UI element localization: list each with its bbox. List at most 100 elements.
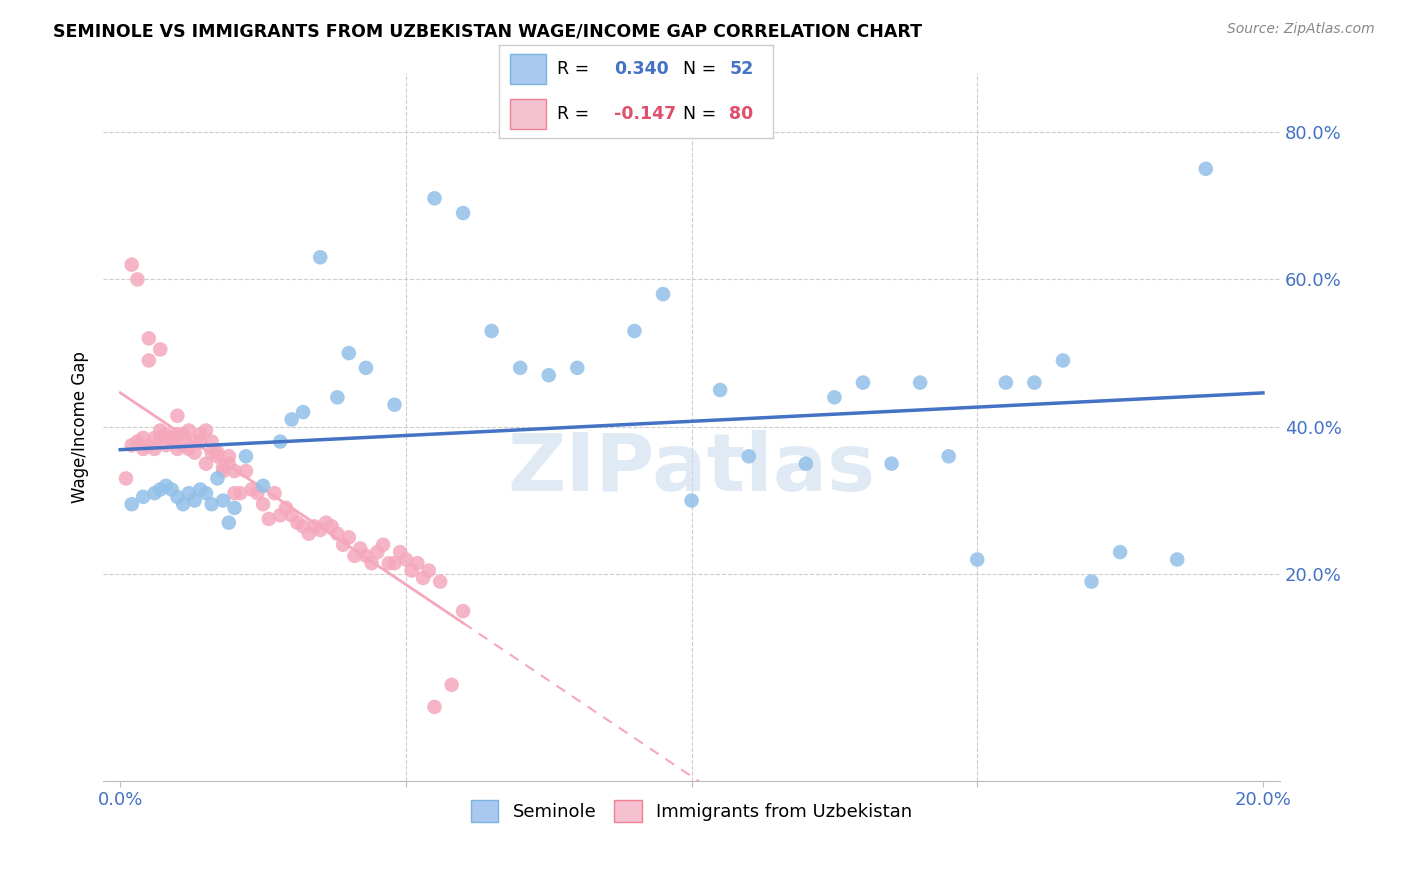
Point: [280, 508, 302, 523]
Point: [121, 497, 143, 511]
Point: [623, 324, 645, 338]
Point: [332, 538, 354, 552]
Text: N =: N =: [672, 60, 721, 78]
Text: N =: N =: [672, 105, 721, 123]
Point: [337, 530, 360, 544]
Point: [183, 445, 205, 459]
Point: [823, 390, 845, 404]
Point: [194, 486, 217, 500]
Point: [194, 457, 217, 471]
Point: [257, 512, 280, 526]
Point: [212, 464, 235, 478]
Point: [908, 376, 931, 390]
Point: [412, 571, 434, 585]
Point: [240, 483, 263, 497]
Point: [201, 445, 224, 459]
Point: [880, 457, 903, 471]
Point: [652, 287, 675, 301]
Point: [292, 405, 315, 419]
Point: [994, 376, 1017, 390]
Point: [343, 549, 366, 563]
Point: [451, 206, 474, 220]
Point: [166, 409, 188, 423]
Point: [194, 424, 217, 438]
Point: [1052, 353, 1074, 368]
Point: [218, 516, 240, 530]
Point: [378, 556, 401, 570]
Point: [224, 486, 246, 500]
Point: [235, 450, 257, 464]
Point: [326, 390, 349, 404]
Point: [709, 383, 731, 397]
Point: [451, 604, 474, 618]
Point: [360, 556, 382, 570]
Point: [207, 445, 229, 459]
Text: -0.147: -0.147: [614, 105, 676, 123]
Point: [224, 500, 246, 515]
Point: [321, 519, 343, 533]
Point: [183, 493, 205, 508]
Point: [155, 438, 177, 452]
Point: [852, 376, 875, 390]
Point: [292, 519, 315, 533]
Point: [738, 450, 761, 464]
Bar: [510, 99, 546, 129]
Point: [401, 564, 423, 578]
Point: [423, 700, 446, 714]
Point: [235, 464, 257, 478]
Point: [127, 272, 149, 286]
Point: [207, 471, 229, 485]
Point: [177, 424, 200, 438]
Point: [252, 479, 274, 493]
Point: [121, 438, 143, 452]
Point: [160, 431, 183, 445]
Point: [274, 500, 297, 515]
Point: [1024, 376, 1046, 390]
Point: [207, 450, 229, 464]
Point: [229, 486, 252, 500]
Legend: Seminole, Immigrants from Uzbekistan: Seminole, Immigrants from Uzbekistan: [464, 793, 920, 830]
Point: [138, 438, 160, 452]
Text: 0.340: 0.340: [614, 60, 669, 78]
Point: [389, 545, 412, 559]
Point: [177, 486, 200, 500]
Point: [304, 519, 326, 533]
Point: [537, 368, 560, 383]
Bar: [510, 54, 546, 84]
Point: [326, 526, 349, 541]
Point: [149, 431, 172, 445]
Point: [212, 493, 235, 508]
Point: [681, 493, 703, 508]
Point: [349, 541, 371, 556]
Point: [143, 431, 166, 445]
Point: [160, 434, 183, 449]
Point: [337, 346, 360, 360]
Point: [384, 398, 406, 412]
Point: [166, 490, 188, 504]
Point: [269, 508, 291, 523]
Point: [1195, 161, 1218, 176]
Point: [212, 460, 235, 475]
Point: [315, 516, 337, 530]
Point: [395, 552, 418, 566]
Point: [188, 427, 211, 442]
Point: [177, 442, 200, 456]
Point: [246, 486, 269, 500]
Text: ZIPatlas: ZIPatlas: [508, 430, 876, 508]
Point: [172, 427, 194, 442]
Point: [132, 442, 155, 456]
Point: [1080, 574, 1102, 589]
Point: [567, 360, 589, 375]
Point: [509, 360, 531, 375]
Point: [166, 442, 188, 456]
Text: 52: 52: [730, 60, 754, 78]
Point: [423, 191, 446, 205]
Point: [371, 538, 394, 552]
Text: Source: ZipAtlas.com: Source: ZipAtlas.com: [1227, 22, 1375, 37]
Point: [263, 486, 285, 500]
Point: [143, 486, 166, 500]
Point: [188, 483, 211, 497]
Point: [172, 497, 194, 511]
Point: [121, 258, 143, 272]
Point: [287, 516, 309, 530]
